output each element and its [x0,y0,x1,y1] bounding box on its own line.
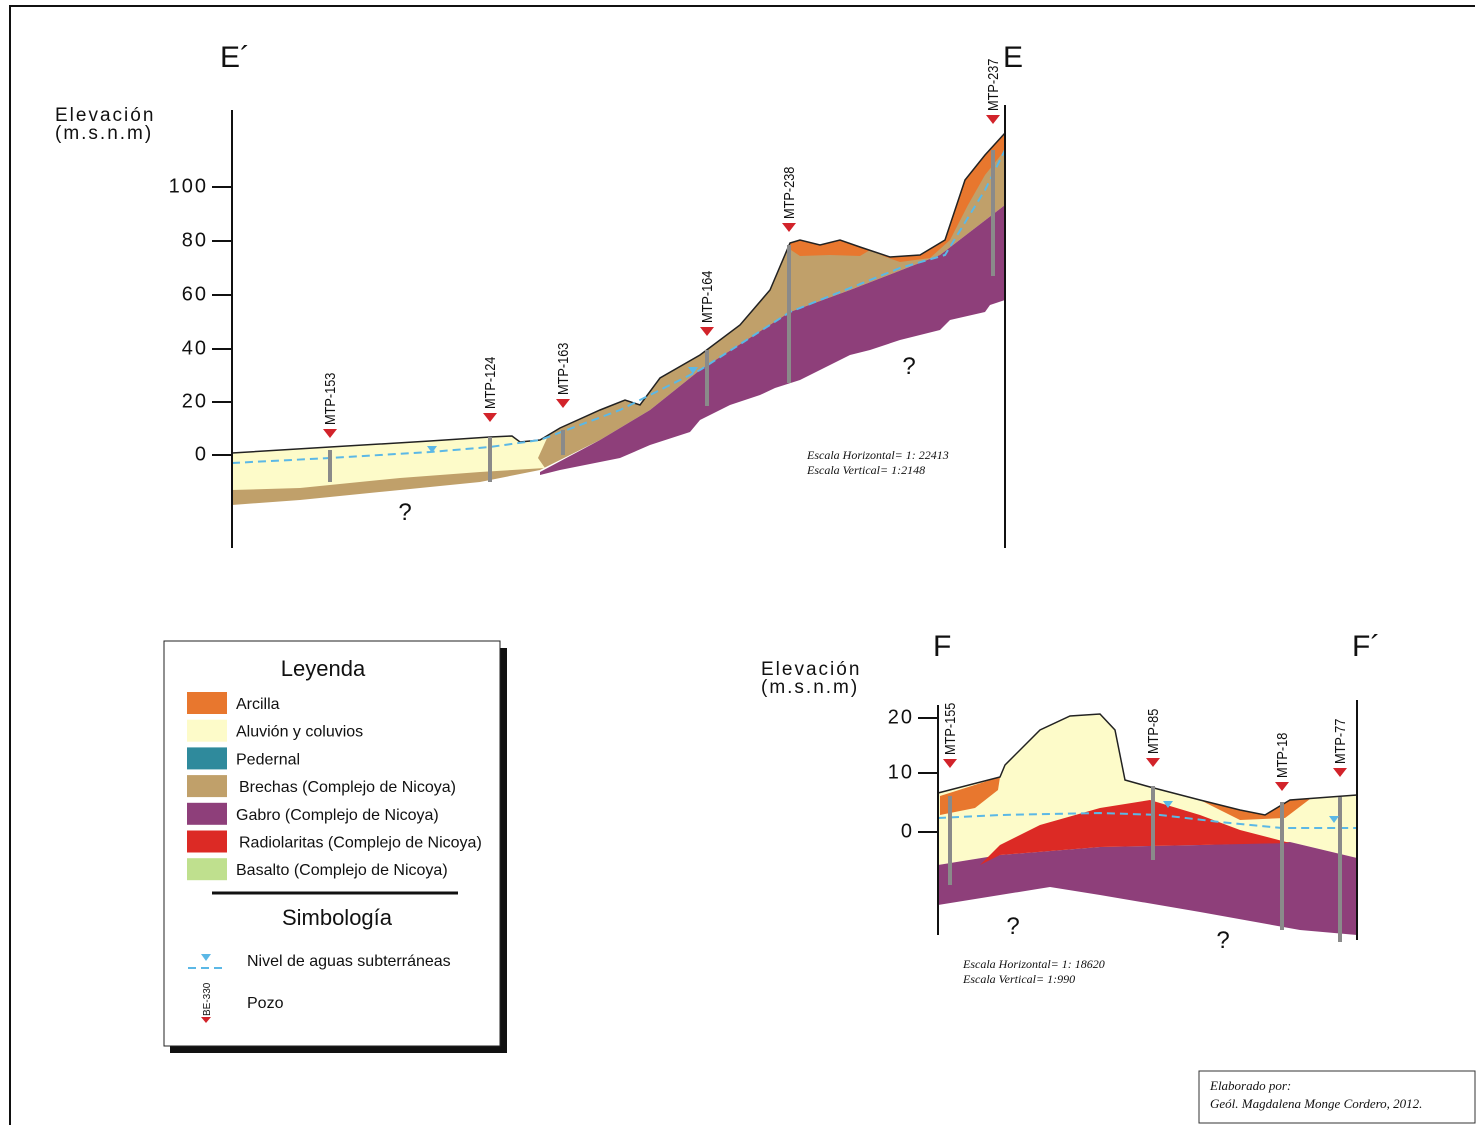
well-label: MTP-163 [554,342,571,395]
symbology-title: Simbología [282,905,393,930]
legend-swatch [187,858,227,880]
legend-title: Leyenda [281,656,366,681]
well-marker [556,399,570,408]
well-marker [1146,758,1160,767]
axis-label: (m.s.n.m) [761,677,859,698]
page: Leyenda Simbología Nivel de aguas subter… [0,0,1476,1125]
well-label: MTP-77 [1331,718,1348,764]
well-example: BE-330 [202,982,213,1016]
unknown: ? [1006,913,1019,940]
well-marker [782,223,796,232]
tick-label: 0 [901,820,914,842]
section-end: F [933,630,951,663]
section-end: F´ [1352,630,1380,663]
legend-label: Arcilla [236,696,280,713]
tick-label: 80 [182,229,208,251]
section-end: E´ [220,41,250,74]
section-end: E [1003,41,1023,74]
legend-swatch [187,775,227,797]
legend-label: Basalto (Complejo de Nicoya) [236,862,448,879]
symbol-label: Pozo [247,995,284,1012]
well-label: MTP-164 [698,270,715,323]
scale-note: Escala Horizontal= 1: 18620 [962,957,1105,971]
well-label: MTP-18 [1273,732,1290,778]
tick-label: 0 [195,443,208,465]
legend-label: Brechas (Complejo de Nicoya) [239,779,456,796]
legend-label: Pedernal [236,751,300,768]
legend-label: Gabro (Complejo de Nicoya) [236,807,439,824]
unknown: ? [902,353,915,380]
scale-note: Escala Vertical= 1:990 [962,972,1075,986]
well-label: MTP-155 [941,702,958,755]
legend-label: Radiolaritas (Complejo de Nicoya) [239,835,482,852]
well-label: MTP-238 [780,166,797,219]
well-label: MTP-153 [321,372,338,425]
well-marker [700,327,714,336]
well-marker [943,759,957,768]
tick-label: 20 [888,706,914,728]
legend-swatch [187,747,227,769]
well-marker [986,115,1000,124]
scale-note: Escala Horizontal= 1: 22413 [806,448,949,462]
credit: Elaborado por: [1209,1078,1291,1093]
scale-note: Escala Vertical= 1:2148 [806,463,925,477]
legend-label: Aluvión y coluvios [236,724,363,741]
tick-label: 40 [182,337,208,359]
gabro [938,842,1357,935]
legend-swatch [187,803,227,825]
legend-swatch [187,720,227,742]
well-label: MTP-237 [984,58,1001,111]
credit: Geól. Magdalena Monge Cordero, 2012. [1210,1096,1422,1111]
symbol-label: Nivel de aguas subterráneas [247,953,451,970]
tick-label: 20 [182,390,208,412]
tick-label: 100 [169,175,208,197]
well-marker [483,413,497,422]
legend-swatch [187,692,227,714]
section-e [232,105,1005,548]
axis-label: (m.s.n.m) [55,123,153,144]
unknown: ? [398,499,411,526]
well-marker [1333,768,1347,777]
well-label: MTP-124 [481,356,498,409]
well-marker [323,429,337,438]
well-marker [1275,782,1289,791]
well-label: MTP-85 [1144,708,1161,754]
tick-label: 10 [888,761,914,783]
unknown: ? [1216,927,1229,954]
tick-label: 60 [182,283,208,305]
legend-swatch [187,831,227,853]
